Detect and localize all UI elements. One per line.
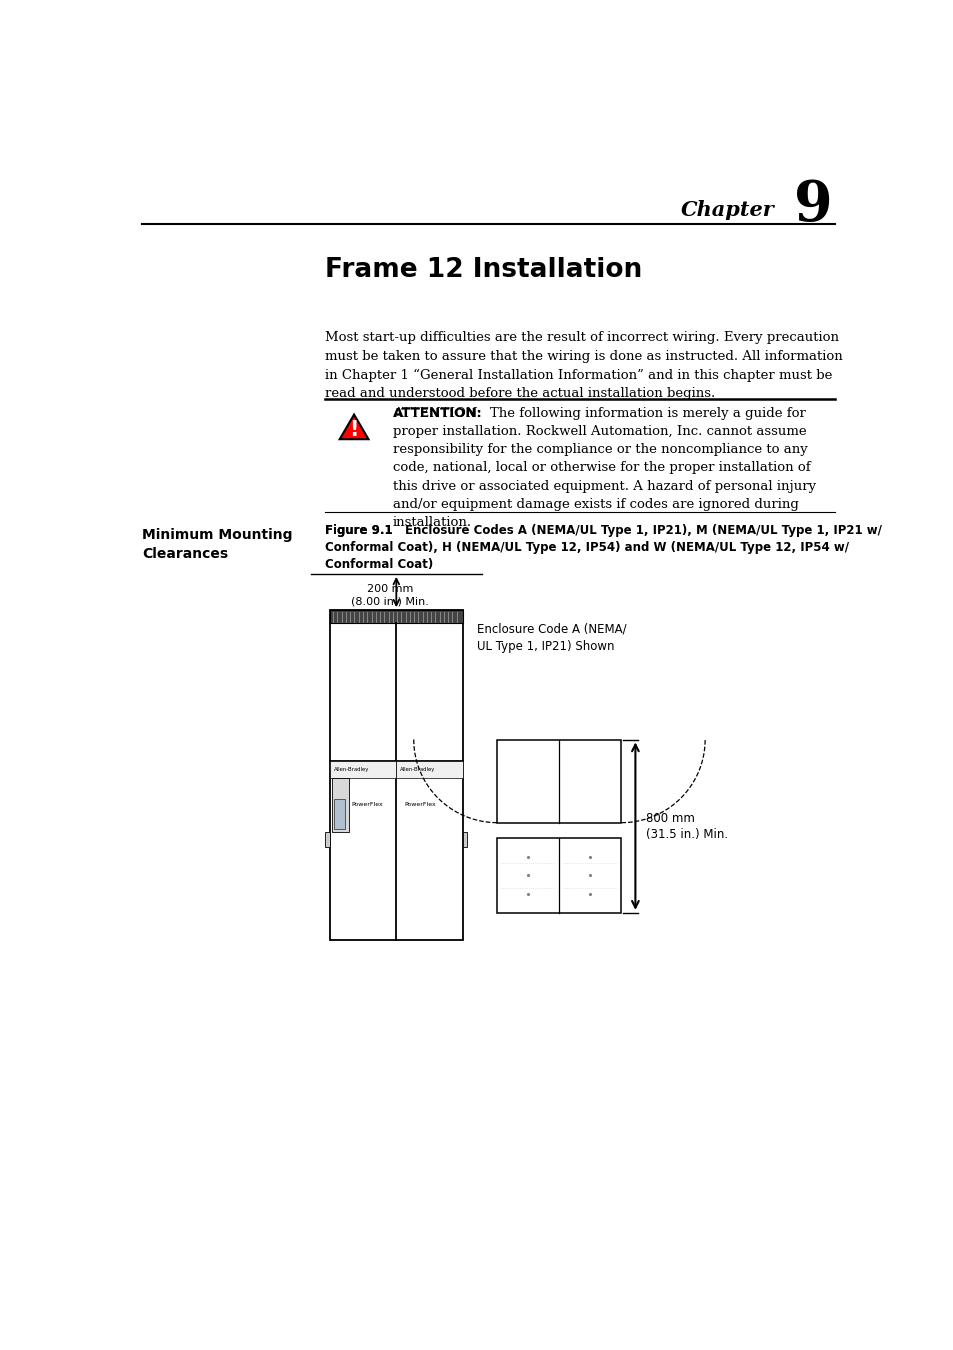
Bar [395,761,462,778]
Text: ATTENTION:  The following information is merely a guide for
proper installation.: ATTENTION: The following information is … [393,406,815,529]
Text: PowerFlex: PowerFlex [352,802,383,807]
Text: 800 mm
(31.5 in.) Min.: 800 mm (31.5 in.) Min. [645,811,727,841]
Text: Enclosure Code A (NEMA/
UL Type 1, IP21) Shown: Enclosure Code A (NEMA/ UL Type 1, IP21)… [476,622,626,653]
Text: 9: 9 [793,178,831,232]
Text: Chapter: Chapter [679,200,773,220]
Bar [325,832,330,848]
Text: Minimum Mounting
Clearances: Minimum Mounting Clearances [142,528,293,560]
Text: ATTENTION:: ATTENTION: [393,406,482,420]
Bar [332,778,349,832]
Polygon shape [339,414,368,439]
Bar [330,610,462,940]
Bar [334,799,344,829]
Text: !: ! [349,420,358,440]
Bar [497,838,620,913]
Text: Figure 9.1: Figure 9.1 [324,524,392,537]
Bar [330,761,395,778]
Text: PowerFlex: PowerFlex [404,802,436,807]
Bar [497,740,620,822]
Bar [330,610,462,624]
Text: Allen-Bradley: Allen-Bradley [334,767,369,772]
Text: Most start-up difficulties are the result of incorrect wiring. Every precaution
: Most start-up difficulties are the resul… [324,331,841,400]
Text: Figure 9.1   Enclosure Codes A (NEMA/UL Type 1, IP21), M (NEMA/UL Type 1, IP21 w: Figure 9.1 Enclosure Codes A (NEMA/UL Ty… [324,524,881,571]
Text: 200 mm
(8.00 in.) Min.: 200 mm (8.00 in.) Min. [351,585,429,606]
Bar [462,832,467,848]
Text: Frame 12 Installation: Frame 12 Installation [324,256,641,282]
Text: Allen-Bradley: Allen-Bradley [399,767,436,772]
